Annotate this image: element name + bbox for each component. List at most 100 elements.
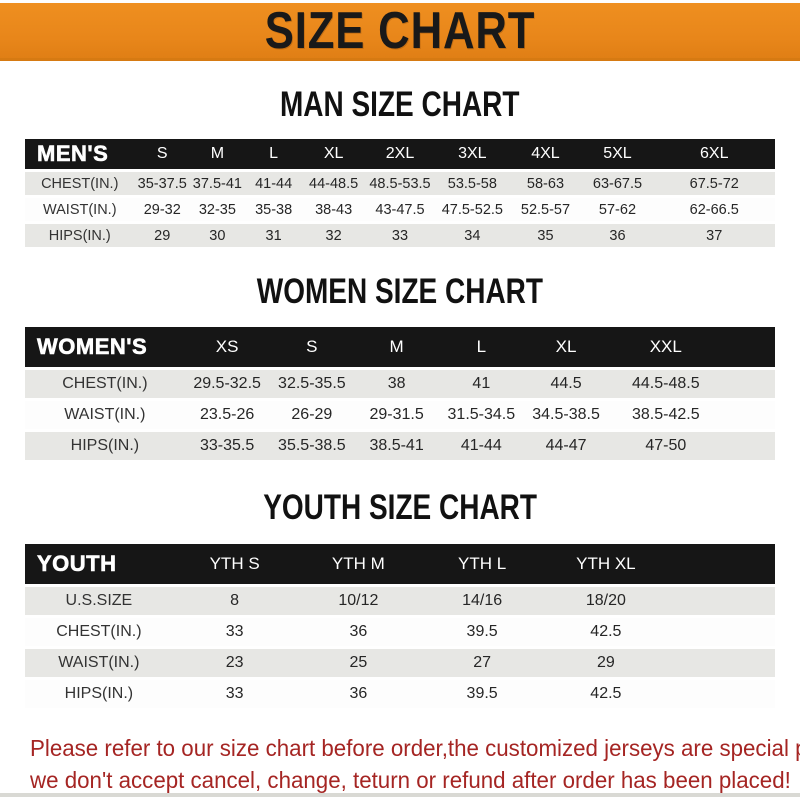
- column-header: 4XL: [509, 139, 582, 172]
- table-row: CHEST(IN.) 29.5-32.5 32.5-35.5 38 41 44.5 44.5…: [25, 370, 775, 401]
- size-cell: 43-47.5: [364, 198, 436, 224]
- women-size-table: WOMEN'S XS S M L XL XXL CHEST(IN.) 29.5-32.5 32.5…: [25, 327, 775, 463]
- size-cell: 37.5-41: [190, 172, 245, 198]
- size-cell: 35-38: [244, 198, 303, 224]
- row-label: CHEST(IN.): [25, 370, 185, 401]
- row-label: CHEST(IN.): [25, 618, 173, 649]
- cell-filler: [667, 649, 775, 680]
- size-cell: 26-29: [269, 401, 355, 432]
- column-header: YTH S: [172, 544, 297, 587]
- size-cell: 23: [172, 649, 297, 680]
- women-section-title: WOMEN SIZE CHART: [256, 272, 544, 311]
- size-cell: 31: [244, 224, 303, 250]
- row-label: HIPS(IN.): [25, 224, 135, 250]
- banner-title: SIZE CHART: [264, 1, 536, 60]
- size-cell: 33-35.5: [184, 432, 270, 463]
- size-cell: 47.5-52.5: [435, 198, 510, 224]
- column-header: YTH XL: [544, 544, 668, 587]
- size-cell: 41-44: [438, 432, 524, 463]
- size-table: MEN'S S M L XL 2XL 3XL 4XL 5XL 6XL CHEST(IN.) 35-37…: [25, 139, 775, 250]
- column-header: YTH L: [420, 544, 544, 587]
- size-cell: 8: [172, 587, 297, 618]
- youth-size-table: YOUTH YTH S YTH M YTH L YTH XL U.S.SIZE 8 10/12…: [25, 544, 775, 711]
- size-cell: 32.5-35.5: [269, 370, 355, 401]
- table-header-label: MEN'S: [25, 139, 135, 172]
- table-row: WAIST(IN.) 23.5-26 26-29 29-31.5 31.5-34.5 34…: [25, 401, 775, 432]
- cell-filler: [667, 680, 775, 711]
- header-filler: [723, 327, 775, 370]
- size-cell: 44.5-48.5: [608, 370, 724, 401]
- size-table: WOMEN'S XS S M L XL XXL CHEST(IN.) 29.5-32.5 32.5…: [25, 327, 775, 463]
- size-cell: 38-43: [302, 198, 365, 224]
- column-header: XXL: [608, 327, 724, 370]
- column-header: L: [438, 327, 524, 370]
- size-cell: 44-48.5: [302, 172, 365, 198]
- table-header-row: MEN'S S M L XL 2XL 3XL 4XL 5XL 6XL: [25, 139, 775, 172]
- size-cell: 33: [172, 680, 297, 711]
- bottom-divider: [0, 793, 800, 797]
- size-cell: 32: [302, 224, 365, 250]
- footer-line-2: we don't accept cancel, change, teturn o…: [30, 767, 791, 793]
- size-cell: 38.5-41: [354, 432, 439, 463]
- size-cell: 33: [364, 224, 436, 250]
- column-header: 3XL: [435, 139, 510, 172]
- man-size-table: MEN'S S M L XL 2XL 3XL 4XL 5XL 6XL CHEST(IN.) 35-37…: [25, 139, 775, 250]
- column-header: M: [354, 327, 439, 370]
- size-cell: 39.5: [420, 680, 544, 711]
- column-header: XS: [184, 327, 270, 370]
- size-cell: 62-66.5: [653, 198, 775, 224]
- size-cell: 35.5-38.5: [269, 432, 355, 463]
- table-row: WAIST(IN.) 29-32 32-35 35-38 38-43 43-47.5 47.…: [25, 198, 775, 224]
- size-cell: 41-44: [244, 172, 303, 198]
- row-label: U.S.SIZE: [25, 587, 173, 618]
- size-cell: 38.5-42.5: [608, 401, 724, 432]
- table-row: HIPS(IN.) 29 30 31 32 33 34 35 36 37: [25, 224, 775, 250]
- size-cell: 48.5-53.5: [364, 172, 436, 198]
- size-cell: 29-31.5: [354, 401, 439, 432]
- size-cell: 31.5-34.5: [438, 401, 524, 432]
- table-row: U.S.SIZE 8 10/12 14/16 18/20: [25, 587, 775, 618]
- table-header-row: YOUTH YTH S YTH M YTH L YTH XL: [25, 544, 775, 587]
- size-cell: 53.5-58: [435, 172, 510, 198]
- table-header-label: WOMEN'S: [25, 327, 185, 370]
- size-cell: 67.5-72: [653, 172, 775, 198]
- size-cell: 47-50: [608, 432, 724, 463]
- row-label: HIPS(IN.): [25, 432, 185, 463]
- table-row: HIPS(IN.) 33 36 39.5 42.5: [25, 680, 775, 711]
- column-header: XL: [523, 327, 609, 370]
- banner: SIZE CHART: [0, 0, 800, 61]
- size-cell: 18/20: [544, 587, 668, 618]
- column-header: S: [134, 139, 190, 172]
- cell-filler: [667, 618, 775, 649]
- column-header: YTH M: [296, 544, 421, 587]
- size-cell: 27: [420, 649, 544, 680]
- row-label: WAIST(IN.): [25, 198, 135, 224]
- youth-section-title: YOUTH SIZE CHART: [263, 488, 537, 527]
- footer-note: Please refer to our size chart before or…: [30, 732, 800, 796]
- table-row: HIPS(IN.) 33-35.5 35.5-38.5 38.5-41 41-44 44-…: [25, 432, 775, 463]
- size-cell: 35-37.5: [134, 172, 190, 198]
- size-cell: 39.5: [420, 618, 544, 649]
- row-label: WAIST(IN.): [25, 401, 185, 432]
- table-row: CHEST(IN.) 35-37.5 37.5-41 41-44 44-48.5 48.5…: [25, 172, 775, 198]
- size-cell: 29.5-32.5: [184, 370, 270, 401]
- column-header: M: [190, 139, 245, 172]
- size-cell: 44-47: [523, 432, 609, 463]
- size-cell: 29: [134, 224, 190, 250]
- cell-filler: [723, 401, 775, 432]
- size-cell: 23.5-26: [184, 401, 270, 432]
- size-cell: 34: [435, 224, 510, 250]
- size-cell: 10/12: [296, 587, 421, 618]
- size-cell: 29: [544, 649, 668, 680]
- size-cell: 36: [296, 680, 421, 711]
- size-cell: 36: [296, 618, 421, 649]
- size-cell: 42.5: [544, 618, 668, 649]
- size-cell: 29-32: [134, 198, 190, 224]
- column-header: 5XL: [581, 139, 654, 172]
- column-header: 6XL: [653, 139, 775, 172]
- column-header: S: [269, 327, 355, 370]
- size-cell: 25: [296, 649, 421, 680]
- size-cell: 34.5-38.5: [523, 401, 609, 432]
- size-cell: 37: [653, 224, 775, 250]
